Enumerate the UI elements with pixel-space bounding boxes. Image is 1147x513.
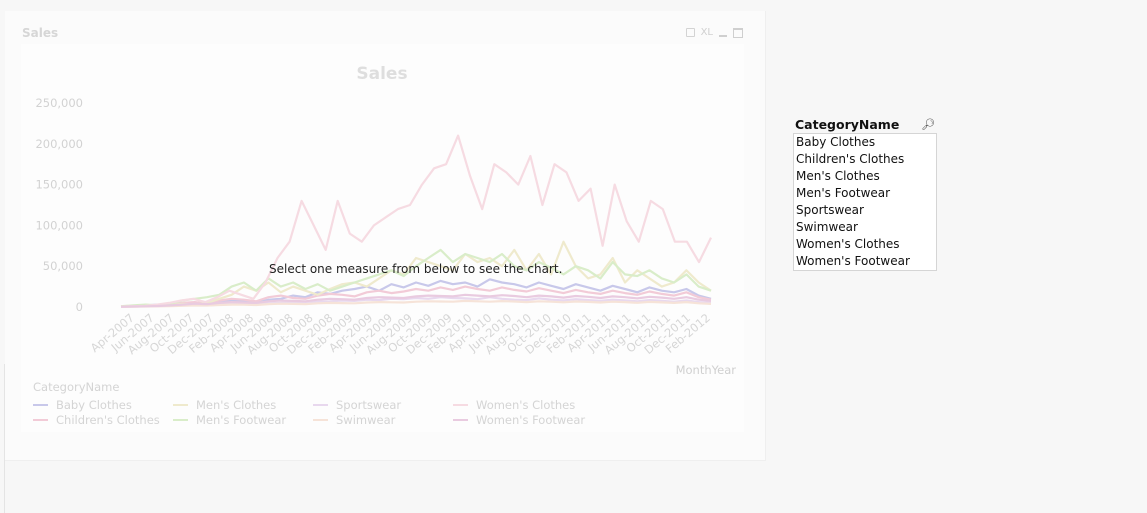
y-tick-label: 150,000 [35,178,83,192]
legend-item: Children's Clothes [33,413,173,427]
legend-label: Men's Clothes [196,398,277,412]
legend-swatch [453,419,468,421]
legend-swatch [313,404,328,406]
listbox-item[interactable]: Children's Clothes [796,152,905,166]
series-line [120,293,712,308]
listbox-header: CategoryName 🔎︎ [793,116,937,133]
listbox-item[interactable]: Men's Clothes [796,169,880,183]
legend-label: Children's Clothes [56,413,160,427]
chart-title: Sales [356,64,407,84]
series-line [120,240,712,308]
y-tick-label: 50,000 [43,259,83,273]
y-tick-label: 200,000 [35,137,83,151]
legend-swatch [33,404,48,406]
legend-swatch [313,419,328,421]
listbox-item[interactable]: Women's Clothes [796,237,900,251]
chart-caption: Sales [22,26,59,40]
sheet-divider [0,364,5,513]
sales-line-chart: Sales 250,000 200,000 150,000 100,000 50,000 0… [35,64,737,377]
legend-label: Women's Clothes [476,398,576,412]
legend-label: Men's Footwear [196,413,287,427]
legend-label: Women's Footwear [476,413,586,427]
legend-item: Men's Footwear [173,413,313,427]
listbox-item[interactable]: Sportswear [796,203,864,217]
y-tick-label: 0 [76,300,83,314]
sales-chart-object[interactable]: Sales XL Sales 250,000 200,000 150,000 100,0… [5,11,766,461]
xl-export-icon[interactable]: XL [700,27,713,38]
series-line [120,248,712,308]
y-tick-label: 250,000 [35,96,83,110]
legend-title: CategoryName [33,380,120,394]
listbox-item[interactable]: Women's Footwear [796,254,910,268]
print-icon[interactable] [685,28,695,37]
chart-legend: CategoryName Baby Clothes Men's Clothes Sp… [33,380,593,427]
y-tick-label: 100,000 [35,218,83,232]
category-listbox[interactable]: CategoryName 🔎︎ Baby Clothes Children's C… [793,116,937,271]
legend-swatch [453,404,468,406]
legend-item: Swimwear [313,413,453,427]
search-icon[interactable]: 🔎︎ [921,118,935,131]
legend-swatch [173,404,188,406]
legend-item: Baby Clothes [33,398,173,412]
caption-toolbar: XL [685,27,743,38]
select-measure-message: Select one measure from below to see the… [269,262,563,276]
legend-swatch [33,419,48,421]
legend-item: Men's Clothes [173,398,313,412]
maximize-icon[interactable] [733,27,743,38]
series-line [120,299,712,308]
listbox-title: CategoryName [795,117,900,132]
legend-label: Sportswear [336,398,402,412]
listbox-item[interactable]: Swimwear [796,220,858,234]
legend-items: Baby Clothes Men's Clothes Sportswear Women… [33,398,593,427]
legend-label: Baby Clothes [56,398,132,412]
minimize-icon[interactable] [719,35,727,37]
series-line [120,285,712,308]
x-axis-label: MonthYear [676,363,737,377]
legend-swatch [173,419,188,421]
chart-area: Sales 250,000 200,000 150,000 100,000 50,000 0… [21,44,744,432]
legend-label: Swimwear [336,413,396,427]
series-line [120,134,712,308]
listbox-items: Baby Clothes Children's Clothes Men's Clot… [793,133,937,271]
legend-item: Women's Clothes [453,398,593,412]
legend-item: Sportswear [313,398,453,412]
legend-item: Women's Footwear [453,413,593,427]
listbox-item[interactable]: Baby Clothes [796,135,876,149]
listbox-item[interactable]: Men's Footwear [796,186,891,200]
